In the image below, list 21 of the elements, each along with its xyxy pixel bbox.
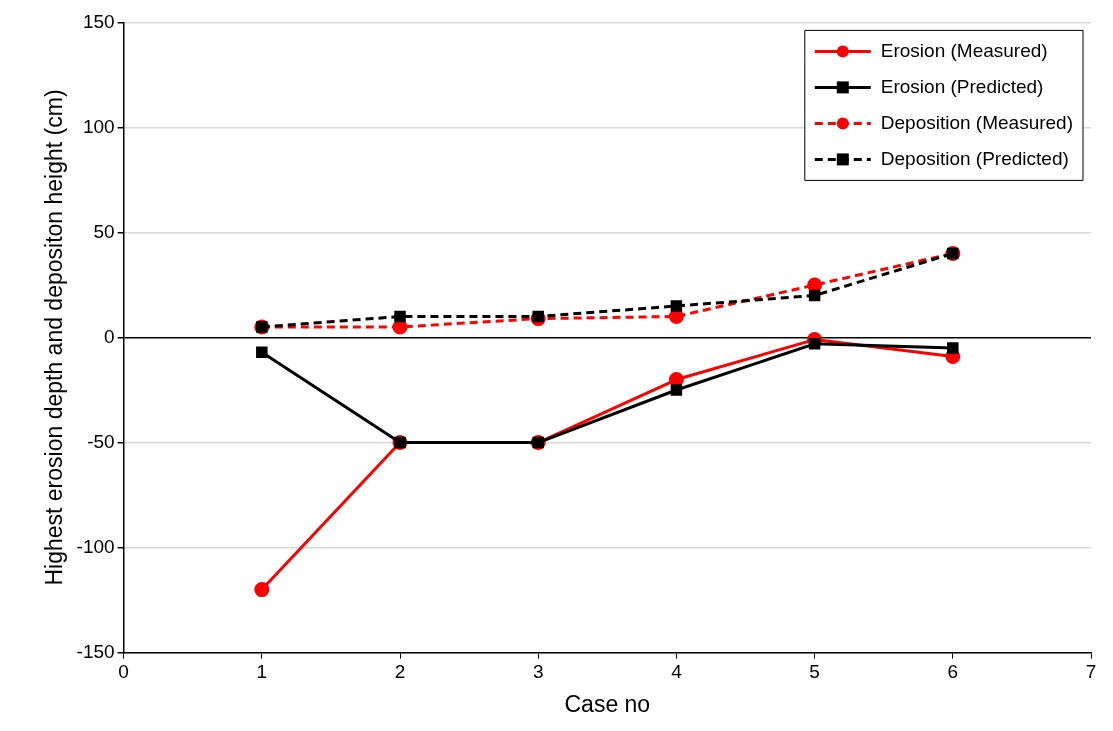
y-axis-title: Highest erosion depth and depositon height (cm) — [41, 89, 68, 586]
legend-label: Erosion (Predicted) — [880, 75, 1044, 97]
x-tick-label: 7 — [1085, 661, 1097, 683]
x-axis-title: Case no — [564, 690, 651, 717]
y-tick-label: 50 — [93, 220, 115, 242]
x-tick-label: 5 — [809, 661, 820, 683]
x-tick-label: 3 — [532, 661, 544, 683]
legend-label: Deposition (Measured) — [880, 111, 1073, 133]
y-tick-label: 0 — [104, 325, 115, 347]
x-tick-label: 2 — [394, 661, 406, 683]
x-tick-label: 6 — [947, 661, 959, 683]
y-tick-label: 150 — [82, 10, 115, 32]
legend-label: Erosion (Measured) — [880, 39, 1048, 61]
x-tick-label: 0 — [118, 661, 129, 683]
y-tick-label: 100 — [82, 115, 115, 137]
legend-label: Deposition (Predicted) — [880, 147, 1069, 169]
x-tick-label: 1 — [256, 661, 268, 683]
y-tick-label: -50 — [87, 430, 115, 452]
y-tick-label: -100 — [76, 535, 115, 557]
x-tick-label: 4 — [671, 661, 683, 683]
y-tick-label: -150 — [76, 640, 115, 662]
